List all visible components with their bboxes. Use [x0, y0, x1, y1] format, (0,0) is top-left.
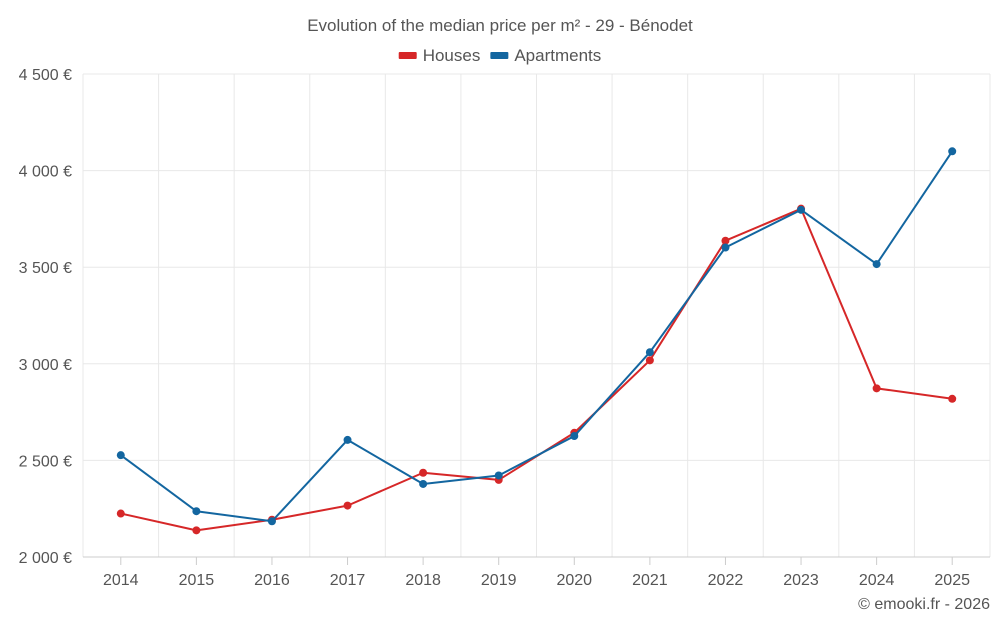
axes: 2 000 € 2 500 € 3 000 € 3 500 € 4 000 € 4 500…	[19, 67, 990, 589]
legend-item-houses: Houses	[398, 46, 481, 65]
x-tick-label: 2018	[405, 572, 441, 589]
x-tick-label: 2017	[330, 572, 366, 589]
x-tick-label: 2015	[179, 572, 215, 589]
x-tick-label: 2020	[556, 572, 592, 589]
legend-label: Houses	[423, 46, 481, 65]
x-tick-label: 2019	[481, 572, 517, 589]
apartments-point	[570, 432, 579, 441]
houses-point	[116, 509, 125, 518]
apartments-point	[267, 517, 276, 526]
series-layer	[116, 147, 957, 535]
x-tick-label: 2022	[708, 572, 744, 589]
apartments-point	[797, 205, 806, 214]
houses-point	[645, 356, 654, 365]
apartments-point	[494, 471, 503, 480]
legend: Houses Apartments	[398, 46, 601, 65]
x-tick-label: 2021	[632, 572, 668, 589]
x-tick-label: 2014	[103, 572, 139, 589]
chart-title: Evolution of the median price per m² - 2…	[307, 16, 693, 35]
apartments-point	[419, 479, 428, 488]
apartments-point	[948, 147, 957, 156]
legend-item-apartments: Apartments	[490, 46, 601, 65]
apartments-point	[872, 260, 881, 269]
y-tick-label: 2 000 €	[19, 550, 72, 567]
houses-point	[343, 501, 352, 510]
x-tick-label: 2016	[254, 572, 290, 589]
y-tick-label: 3 000 €	[19, 357, 72, 374]
x-tick-label: 2024	[859, 572, 895, 589]
apartments-point	[645, 348, 654, 357]
apartments-point	[721, 243, 730, 252]
houses-point	[192, 526, 201, 535]
credit-text: © emooki.fr - 2026	[858, 596, 990, 613]
apartments-point	[116, 451, 125, 460]
legend-label: Apartments	[514, 46, 601, 65]
x-tick-label: 2023	[783, 572, 819, 589]
legend-swatch	[490, 52, 509, 59]
x-tick-label: 2025	[934, 572, 970, 589]
apartments-point	[343, 435, 352, 444]
y-tick-label: 4 000 €	[19, 164, 72, 181]
series-apartments	[116, 147, 957, 526]
houses-point	[721, 236, 730, 245]
y-tick-label: 3 500 €	[19, 260, 72, 277]
apartments-line	[120, 150, 954, 523]
y-tick-label: 4 500 €	[19, 67, 72, 84]
houses-point	[872, 384, 881, 393]
legend-swatch	[398, 52, 417, 59]
houses-point	[419, 468, 428, 477]
y-tick-label: 2 500 €	[19, 453, 72, 470]
apartments-point	[192, 507, 201, 516]
grid	[82, 73, 991, 557]
houses-point	[948, 394, 957, 403]
